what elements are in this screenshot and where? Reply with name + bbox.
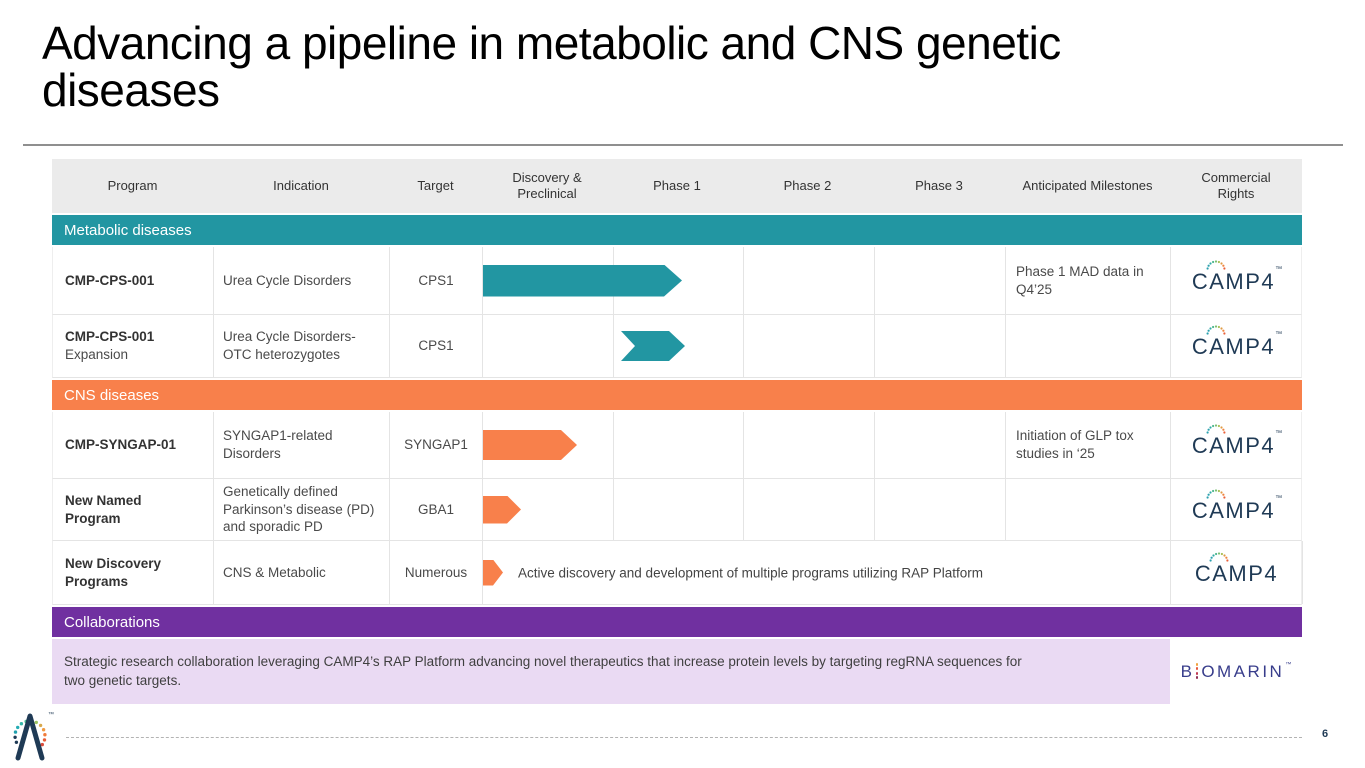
camp4-footer-logo-icon: ™ (13, 711, 54, 761)
program-cell: New Discovery Programs (53, 541, 214, 604)
page-number: 6 (1322, 728, 1329, 740)
col-header-indication: Indication (273, 177, 329, 193)
commercial-rights-cell: CAMP4 (1171, 541, 1303, 604)
column-divider (874, 315, 875, 377)
commercial-rights-cell: CAMP4™ (1171, 315, 1303, 377)
column-divider (743, 412, 744, 478)
camp4-logo: CAMP4 (1195, 552, 1278, 589)
col-header-discovery-preclinical: Discovery & Preclinical (512, 169, 582, 201)
column-divider (613, 479, 614, 540)
progress-arrow-cmp-syngap-01 (483, 430, 577, 460)
title-divider (23, 144, 1343, 146)
program-cell: CMP-SYNGAP-01 (53, 412, 214, 478)
camp4-dotted-arc-icon (1209, 552, 1229, 562)
pipeline-table: Program Indication Target Discovery & Pr… (52, 159, 1303, 704)
column-divider (874, 412, 875, 478)
column-divider (613, 412, 614, 478)
table-row-cmp-cps-001: CMP-CPS-001 Urea Cycle Disorders CPS1 Ph… (52, 247, 1302, 315)
program-name: CMP-CPS-001 (65, 329, 155, 345)
indication-cell: SYNGAP1-related Disorders (214, 412, 390, 478)
page-title: Advancing a pipeline in metabolic and CN… (42, 17, 1061, 116)
collaboration-description-cell: Strategic research collaboration leverag… (52, 639, 1170, 704)
target-cell: CPS1 (390, 315, 483, 377)
table-row-new-discovery-programs: New Discovery Programs CNS & Metabolic N… (52, 541, 1303, 605)
footer-dashed-divider (66, 737, 1302, 738)
progress-arrow-new-named-program (483, 496, 521, 524)
col-header-program: Program (107, 177, 158, 193)
collaboration-row: Strategic research collaboration leverag… (52, 639, 1302, 704)
table-row-new-named-program: New Named Program Genetically defined Pa… (52, 479, 1302, 541)
column-divider (613, 315, 614, 377)
phase-track-cell (483, 541, 1006, 604)
col-header-target: Target (417, 177, 454, 193)
milestone-cell: Initiation of GLP tox studies in ‘25 (1006, 412, 1171, 478)
column-divider (743, 315, 744, 377)
camp4-dotted-arc-icon (1206, 260, 1226, 270)
col-header-commercial-rights: Commercial Rights (1201, 169, 1271, 201)
milestone-cell (1006, 315, 1171, 377)
camp4-logo: CAMP4™ (1192, 489, 1282, 526)
column-divider (874, 247, 875, 314)
column-divider (743, 479, 744, 540)
discovery-note: Active discovery and development of mult… (518, 565, 983, 580)
commercial-rights-cell: CAMP4™ (1171, 479, 1303, 540)
table-row-cmp-syngap-01: CMP-SYNGAP-01 SYNGAP1-related Disorders … (52, 412, 1302, 479)
col-header-anticipated-milestones: Anticipated Milestones (1022, 177, 1153, 193)
progress-arrow-new-discovery (483, 560, 503, 586)
program-subname: Expansion (65, 347, 129, 362)
milestone-cell (1006, 541, 1171, 604)
target-cell: Numerous (390, 541, 483, 604)
camp4-logo: CAMP4™ (1192, 424, 1282, 461)
program-cell: CMP-CPS-001 (53, 247, 214, 314)
phase-track-cell (483, 479, 1006, 540)
program-name: CMP-CPS-001 (65, 272, 155, 288)
camp4-dotted-arc-icon (1206, 489, 1226, 499)
section-header-cns-diseases: CNS diseases (52, 378, 1302, 412)
target-cell: GBA1 (390, 479, 483, 540)
col-header-phase-3: Phase 3 (915, 177, 963, 193)
section-header-metabolic-diseases: Metabolic diseases (52, 213, 1302, 247)
progress-arrow-cmp-cps-001-expansion (621, 331, 685, 361)
biomarin-logo: B OMARIN ™ (1180, 661, 1292, 681)
indication-cell: Urea Cycle Disorders-OTC heterozygotes (214, 315, 390, 377)
target-cell: CPS1 (390, 247, 483, 314)
table-header-row: Program Indication Target Discovery & Pr… (52, 159, 1302, 213)
column-divider (874, 479, 875, 540)
phase-track-cell (483, 315, 1006, 377)
target-cell: SYNGAP1 (390, 412, 483, 478)
program-cell: CMP-CPS-001 Expansion (53, 315, 214, 377)
camp4-logo: CAMP4™ (1192, 260, 1282, 297)
progress-arrow-cmp-cps-001 (483, 265, 682, 297)
col-header-phase-1: Phase 1 (653, 177, 701, 193)
biomarin-dotted-i-icon (1195, 663, 1199, 679)
program-name: New Named Program (65, 492, 142, 526)
program-name: CMP-SYNGAP-01 (65, 437, 177, 453)
indication-cell: CNS & Metabolic (214, 541, 390, 604)
program-cell: New Named Program (53, 479, 214, 540)
collaboration-rights-cell: B OMARIN ™ (1170, 639, 1302, 704)
phase-track-cell (483, 412, 1006, 478)
program-name: New Discovery Programs (65, 555, 162, 589)
phase-track-cell (483, 247, 1006, 314)
camp4-dotted-arc-icon (1206, 325, 1226, 335)
camp4-logo: CAMP4™ (1192, 325, 1282, 362)
table-row-cmp-cps-001-expansion: CMP-CPS-001 Expansion Urea Cycle Disorde… (52, 315, 1302, 378)
commercial-rights-cell: CAMP4™ (1171, 247, 1303, 314)
camp4-dotted-arc-icon (1206, 424, 1226, 434)
commercial-rights-cell: CAMP4™ (1171, 412, 1303, 478)
svg-text:™: ™ (48, 711, 54, 718)
indication-cell: Urea Cycle Disorders (214, 247, 390, 314)
col-header-phase-2: Phase 2 (783, 177, 832, 193)
milestone-cell: Phase 1 MAD data in Q4’25 (1006, 247, 1171, 314)
indication-cell: Genetically defined Parkinson’s disease … (214, 479, 390, 540)
section-header-collaborations: Collaborations (52, 605, 1302, 639)
milestone-cell (1006, 479, 1171, 540)
column-divider (743, 247, 744, 314)
